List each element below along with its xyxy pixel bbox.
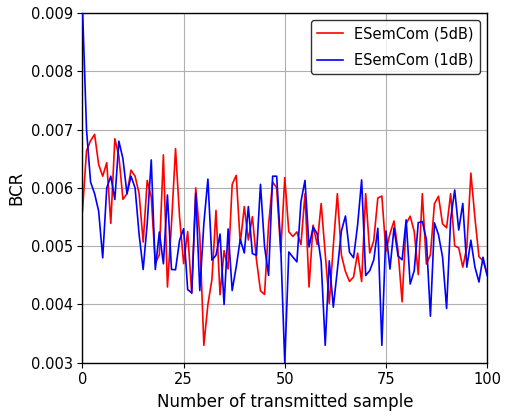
ESemCom (5dB) xyxy=(184,229,190,234)
Line: ESemCom (5dB): ESemCom (5dB) xyxy=(82,135,487,345)
ESemCom (5dB) xyxy=(201,343,207,348)
ESemCom (1dB) xyxy=(266,273,272,278)
ESemCom (5dB) xyxy=(79,209,85,214)
ESemCom (5dB) xyxy=(371,238,377,243)
ESemCom (5dB) xyxy=(91,132,98,137)
Line: ESemCom (1dB): ESemCom (1dB) xyxy=(82,7,487,363)
ESemCom (1dB) xyxy=(326,258,332,263)
ESemCom (5dB) xyxy=(274,185,280,190)
ESemCom (5dB) xyxy=(330,243,336,248)
ESemCom (5dB) xyxy=(391,219,397,224)
X-axis label: Number of transmitted sample: Number of transmitted sample xyxy=(156,393,413,411)
ESemCom (1dB) xyxy=(79,5,85,10)
Y-axis label: BCR: BCR xyxy=(7,171,25,205)
ESemCom (5dB) xyxy=(484,271,490,276)
ESemCom (1dB) xyxy=(108,174,114,179)
ESemCom (1dB) xyxy=(484,273,490,278)
ESemCom (1dB) xyxy=(180,226,186,231)
ESemCom (1dB) xyxy=(367,268,373,273)
ESemCom (1dB) xyxy=(282,360,288,365)
Legend: ESemCom (5dB), ESemCom (1dB): ESemCom (5dB), ESemCom (1dB) xyxy=(311,20,480,74)
ESemCom (5dB) xyxy=(112,136,118,141)
ESemCom (1dB) xyxy=(387,267,393,272)
